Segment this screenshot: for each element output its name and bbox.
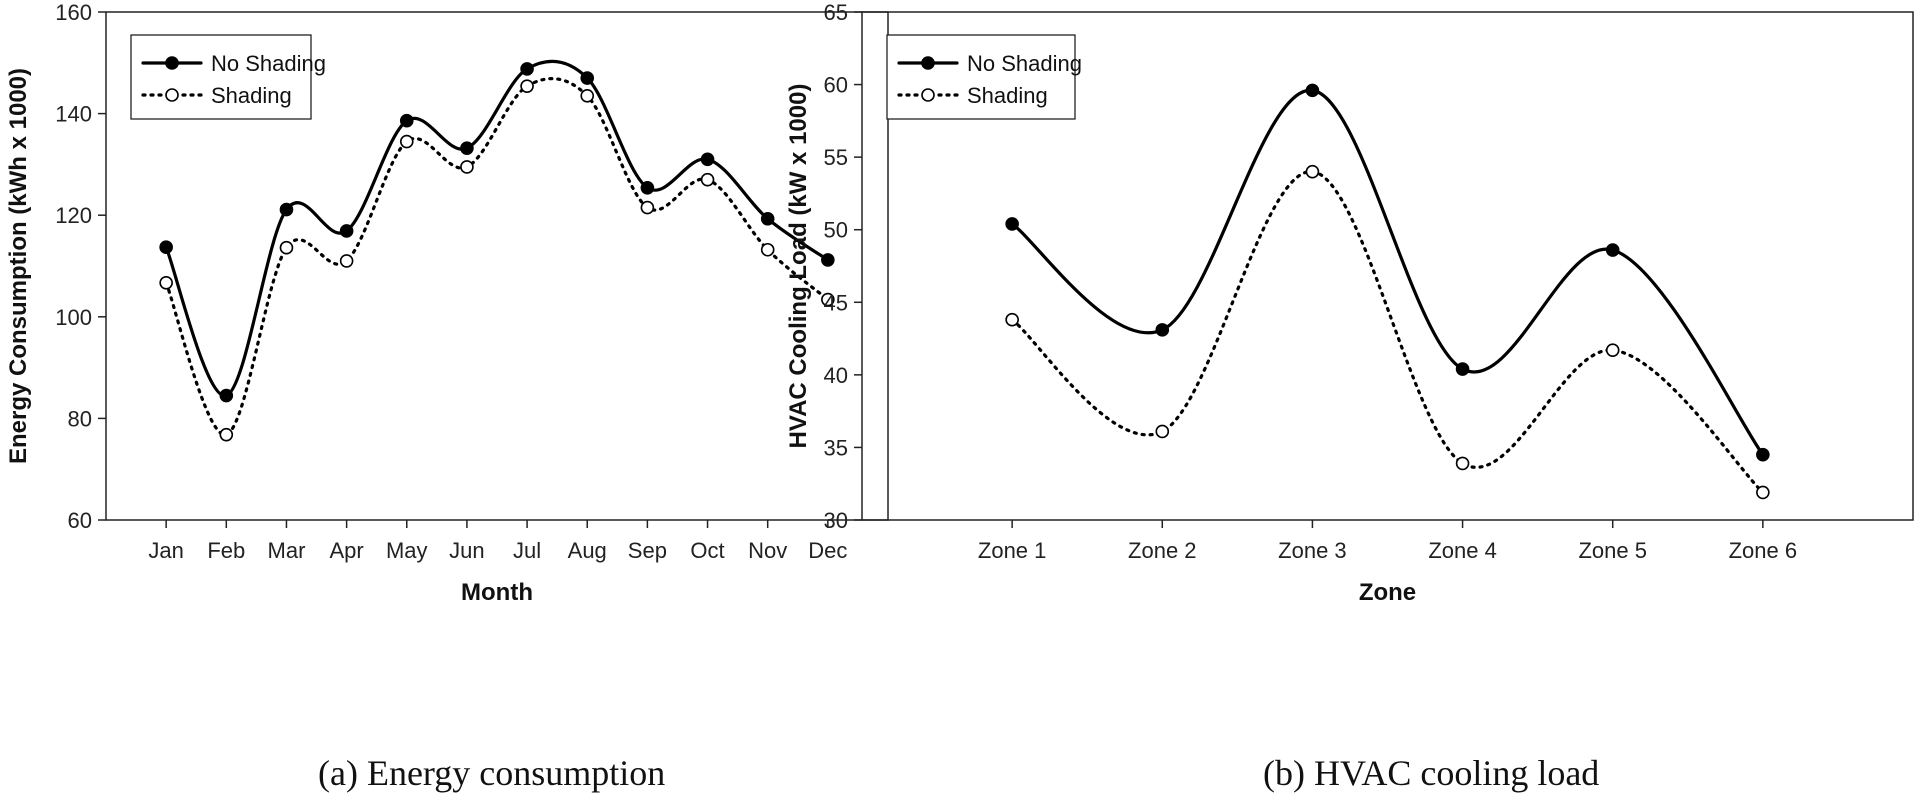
y-tick-label: 65 <box>824 0 848 25</box>
y-tick-label: 45 <box>824 290 848 315</box>
x-tick-label: Oct <box>690 538 724 563</box>
data-point-no-shading <box>700 152 715 167</box>
data-point-shading <box>219 427 234 442</box>
data-point-no-shading <box>1305 83 1320 98</box>
legend-label-no-shading: No Shading <box>967 51 1082 76</box>
y-tick-label: 140 <box>55 102 92 127</box>
legend-marker-shading <box>165 88 179 102</box>
data-point-shading <box>399 134 414 149</box>
legend-box <box>130 34 312 120</box>
x-tick-label: May <box>386 538 428 563</box>
legend-marker-no-shading <box>921 56 935 70</box>
data-point-shading <box>460 160 474 174</box>
y-tick-label: 60 <box>824 73 848 98</box>
legend-label-no-shading: No Shading <box>211 51 326 76</box>
caption-energy-consumption: (a) Energy consumption <box>318 753 666 793</box>
data-point-no-shading <box>159 240 173 255</box>
y-tick-label: 120 <box>55 203 92 228</box>
data-point-no-shading <box>760 211 775 226</box>
data-point-shading <box>1155 424 1170 439</box>
x-tick-label: Nov <box>748 538 787 563</box>
data-point-shading <box>580 89 595 103</box>
x-tick-label: Apr <box>329 538 363 563</box>
y-tick-label: 80 <box>68 406 92 431</box>
x-tick-label: Zone 6 <box>1729 538 1798 563</box>
data-point-shading <box>640 200 655 215</box>
x-tick-label: Jun <box>449 538 484 563</box>
data-point-no-shading <box>1756 447 1770 462</box>
series-line-shading <box>1010 170 1765 495</box>
energy-consumption-chart: 60 80 100 120 140 160 Jan Feb Mar Apr May Jun Jul Aug… <box>5 0 889 606</box>
data-point-shading <box>1605 343 1620 357</box>
y-tick-label: 55 <box>824 145 848 170</box>
y-tick-label: 160 <box>55 0 92 25</box>
data-point-no-shading <box>219 388 234 403</box>
x-tick-label: Zone 3 <box>1278 538 1347 563</box>
data-point-no-shading <box>821 253 835 267</box>
x-tick-label: Jan <box>148 538 183 563</box>
data-point-no-shading <box>1455 362 1470 376</box>
legend-label-shading: Shading <box>211 83 292 108</box>
data-point-no-shading <box>1005 217 1019 231</box>
data-point-shading <box>159 275 173 290</box>
y-tick-label: 35 <box>824 435 848 460</box>
y-tick-label: 40 <box>824 363 848 388</box>
data-point-no-shading <box>640 180 655 195</box>
x-tick-label: Zone 2 <box>1128 538 1197 563</box>
x-tick-label: Feb <box>207 538 245 563</box>
data-point-shading <box>1455 456 1470 471</box>
x-tick-label: Mar <box>268 538 306 563</box>
data-point-shading <box>339 254 354 268</box>
data-point-no-shading <box>279 202 294 217</box>
plot-frame <box>861 11 1914 521</box>
legend-marker-shading <box>921 88 935 102</box>
x-tick-label: Jul <box>513 538 541 563</box>
data-point-shading <box>279 240 294 255</box>
y-tick-label: 50 <box>824 218 848 243</box>
y-tick-label: 60 <box>68 508 92 533</box>
x-tick-label: Zone 5 <box>1578 538 1647 563</box>
data-point-shading <box>760 242 775 257</box>
legend-marker-no-shading <box>165 56 179 70</box>
series-line-no-shading <box>1010 88 1765 457</box>
x-tick-label: Zone 1 <box>978 538 1047 563</box>
x-axis-title: Month <box>461 579 533 606</box>
data-point-no-shading <box>460 141 474 155</box>
data-point-no-shading <box>580 71 595 85</box>
x-axis-title: Zone <box>1359 579 1416 606</box>
hvac-cooling-load-chart: 30 35 40 45 50 55 60 65 Zone 1 Zone 2 Zone 3 Zone 4… <box>785 0 1914 606</box>
y-tick-label: 100 <box>55 305 92 330</box>
data-point-shading <box>1305 164 1320 179</box>
data-point-shading <box>1756 485 1770 500</box>
data-point-no-shading <box>1155 323 1170 337</box>
data-point-no-shading <box>399 113 414 128</box>
data-point-shading <box>520 79 534 93</box>
caption-hvac-cooling-load: (b) HVAC cooling load <box>1263 753 1600 793</box>
data-point-no-shading <box>339 224 354 238</box>
data-point-no-shading <box>1605 243 1620 257</box>
y-axis-title: HVAC Cooling Load (kW x 1000) <box>785 84 812 449</box>
data-point-shading <box>700 172 715 187</box>
x-tick-label: Dec <box>808 538 847 563</box>
x-tick-label: Sep <box>628 538 667 563</box>
data-point-shading <box>821 292 835 307</box>
y-axis-title: Energy Consumption (kWh x 1000) <box>5 68 32 464</box>
plot-frame <box>105 11 889 521</box>
legend-label-shading: Shading <box>967 83 1048 108</box>
legend-box <box>886 34 1076 120</box>
x-tick-label: Zone 4 <box>1428 538 1497 563</box>
y-tick-label: 30 <box>824 508 848 533</box>
x-tick-label: Aug <box>568 538 607 563</box>
data-point-no-shading <box>520 62 534 76</box>
data-point-shading <box>1005 312 1019 327</box>
